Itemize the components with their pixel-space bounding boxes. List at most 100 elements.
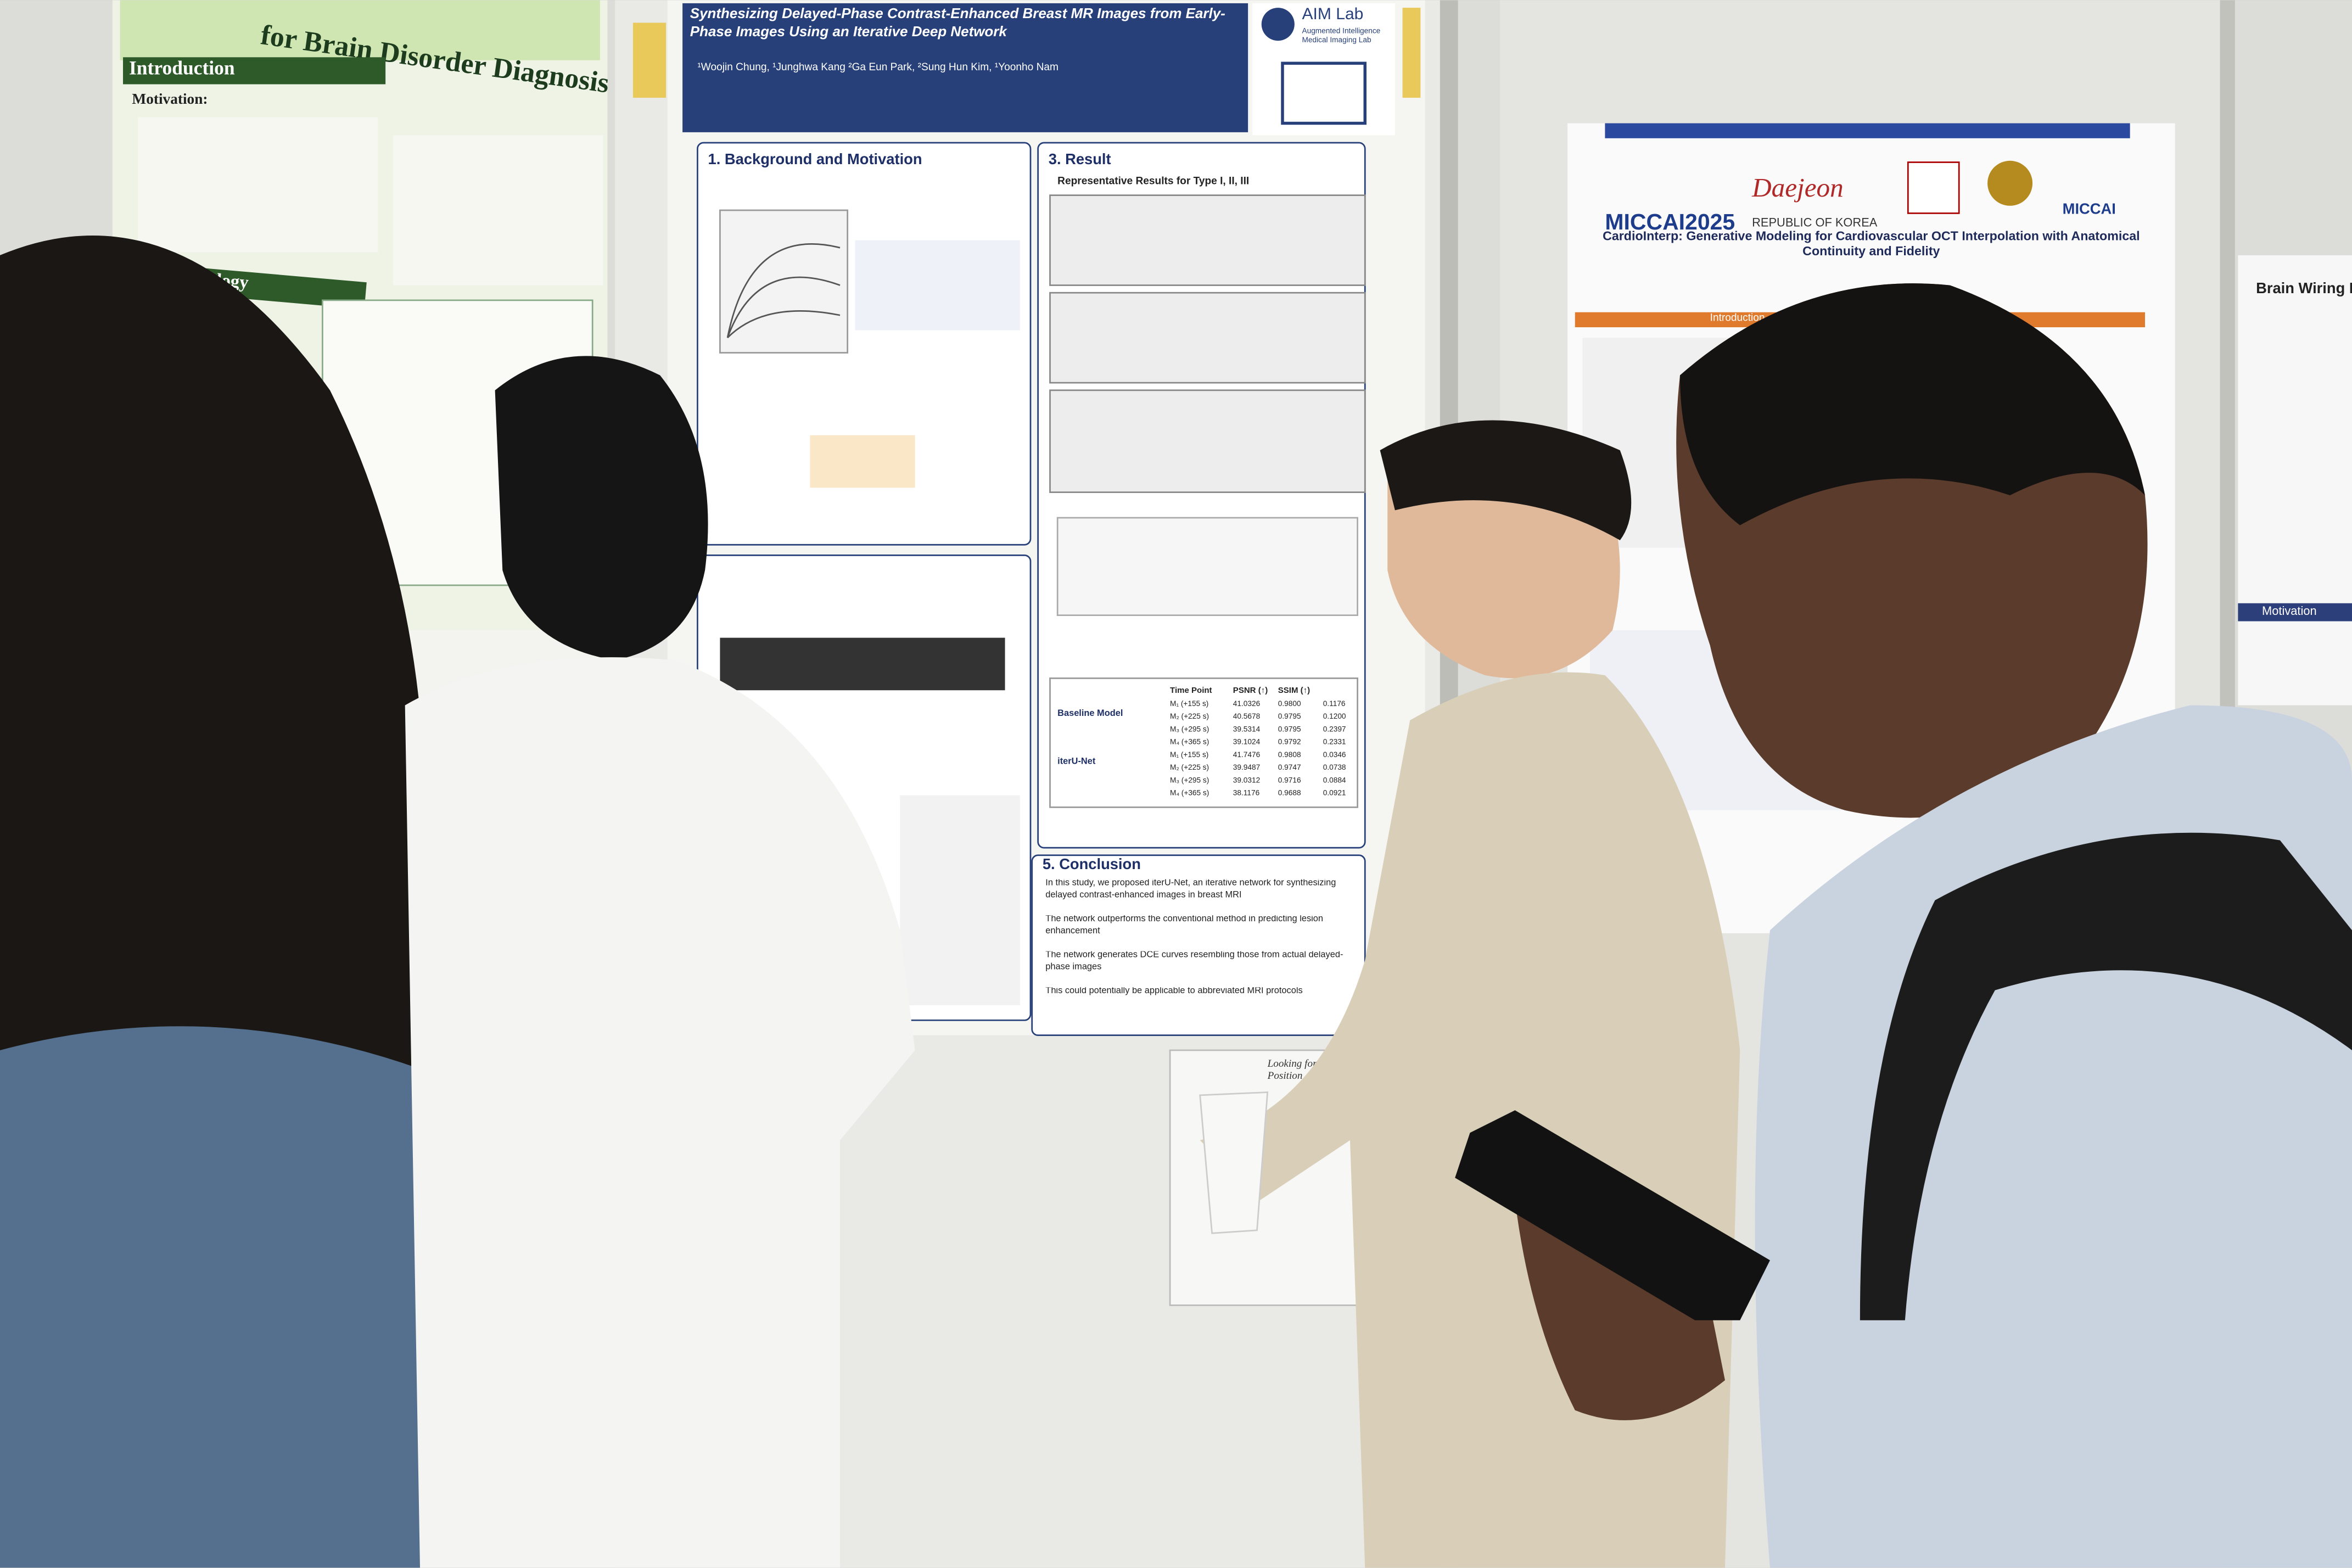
table-cell: 0.9688: [1278, 789, 1301, 797]
table-cell: 0.9747: [1278, 763, 1301, 771]
country: REPUBLIC OF KOREA: [1752, 216, 1878, 229]
authors: ¹Woojin Chung, ¹Junghwa Kang ²Ga Eun Par…: [697, 61, 1059, 73]
table-cell: M₄ (+365 s): [1170, 789, 1209, 797]
table-group: iterU-Net: [1057, 756, 1096, 766]
conclusion-item: In this study, we proposed iterU-Net, an…: [1045, 879, 1336, 900]
conclusion-item: The network generates DCE curves resembl…: [1045, 951, 1343, 972]
table-cell: 0.1200: [1323, 712, 1346, 720]
title-box: CardioInterp: Generative Modeling for Ca…: [1603, 228, 2140, 259]
poster-title: Brain Wiring K: [2256, 279, 2352, 296]
table-cell: 0.9795: [1278, 712, 1301, 720]
logo: [1261, 8, 1295, 41]
table-cell: 0.0346: [1323, 751, 1346, 759]
person-hair: [1380, 420, 1632, 541]
table-cell: 0.9795: [1278, 725, 1301, 733]
conclusion-item: This could potentially be applicable to …: [1045, 987, 1303, 996]
table-cell: 38.1176: [1233, 789, 1259, 797]
section-bar: [123, 57, 386, 85]
table-cell: 39.5314: [1233, 725, 1261, 733]
bullet-box: The network outperforms the conventional…: [1045, 915, 1324, 936]
result-figure: [1049, 292, 1366, 384]
city: Daejeon: [1751, 172, 1844, 203]
university-logo: [1987, 160, 2033, 206]
text-block: [138, 117, 378, 253]
table-header: SSIM (↑): [1278, 686, 1310, 695]
section-title: Introduction: [129, 57, 235, 79]
table-cell: M₂ (+225 s): [1170, 763, 1209, 771]
conclusion-item: The network outperforms the conventional…: [1045, 915, 1324, 936]
table-group: Baseline Model: [1057, 708, 1123, 718]
section-bar: [2238, 603, 2352, 621]
lab-box: Augmented Intelligence Medical Imaging L…: [1302, 27, 1381, 46]
table-cell: M₃ (+295 s): [1170, 725, 1209, 733]
phone: [1455, 1110, 1770, 1320]
bullet-box: In this study, we proposed iterU-Net, an…: [1045, 879, 1336, 900]
subheading: Representative Results for Type I, II, I…: [1057, 176, 1249, 187]
table-header: Time Point: [1170, 686, 1212, 695]
table-cell: 39.0312: [1233, 776, 1260, 784]
table-cell: 0.9716: [1278, 776, 1301, 784]
event-name: MICCAI2025: [1605, 209, 1735, 234]
conclusion-list: In this study, we proposed iterU-Net, an…: [1045, 879, 1343, 996]
table-cell: M₁ (+155 s): [1170, 751, 1208, 759]
bullet-box: This could potentially be applicable to …: [1045, 987, 1303, 996]
poster-title: Synthesizing Delayed-Phase Contrast-Enha…: [690, 6, 1225, 41]
bullet-box: The network generates DCE curves resembl…: [1045, 951, 1343, 972]
section-title: 1. Background and Motivation: [708, 150, 922, 167]
architecture-box: [900, 795, 1020, 1005]
title-box: Synthesizing Delayed-Phase Contrast-Enha…: [690, 6, 1225, 41]
curve: [726, 243, 841, 339]
table-cell: 0.9792: [1278, 738, 1301, 746]
table-cell: M₂ (+225 s): [1170, 712, 1209, 720]
cup: [1199, 1091, 1269, 1234]
backpack-strap: [1860, 832, 2352, 1320]
table-cell: 0.0738: [1323, 763, 1346, 771]
section-title: Motivation: [2262, 604, 2317, 618]
lab-full-name: Augmented Intelligence Medical Imaging L…: [1302, 27, 1381, 46]
poster-stripe: [1605, 123, 2130, 138]
person-hair: [1680, 283, 2145, 525]
legend-box: [855, 240, 1020, 331]
table-cell: 0.9800: [1278, 699, 1301, 708]
poster-title: CardioInterp: Generative Modeling for Ca…: [1603, 228, 2140, 259]
tape: [632, 23, 667, 98]
results-table: Time Point PSNR (↑) SSIM (↑) Baseline Model…: [1049, 677, 1358, 808]
table-cell: 41.7476: [1233, 751, 1260, 759]
table-cell: 0.2397: [1323, 725, 1346, 733]
qr-code: [1907, 161, 1960, 214]
poster-header: [682, 3, 1248, 132]
logo-text: MICCAI: [2063, 200, 2116, 217]
section-title: Introduction: [1710, 312, 1765, 323]
table-cell: 40.5678: [1233, 712, 1260, 720]
table-cell: 41.0326: [1233, 699, 1260, 708]
section-title: 3. Result: [1049, 150, 1111, 167]
text-block: [393, 135, 603, 285]
section-title: 5. Conclusion: [1043, 855, 1141, 872]
table-cell: 0.9808: [1278, 751, 1301, 759]
university-logo: [1281, 61, 1367, 125]
table-cell: M₃ (+295 s): [1170, 776, 1209, 784]
table-cell: 0.1176: [1323, 699, 1346, 708]
image-strip: [720, 637, 1005, 691]
table-cell: M₄ (+365 s): [1170, 738, 1209, 746]
table-cell: 0.0884: [1323, 776, 1346, 784]
text: Motivation:: [132, 91, 208, 107]
tape: [1402, 8, 1421, 98]
table-cell: 0.2331: [1323, 738, 1346, 746]
table-cell: 0.0921: [1323, 789, 1346, 797]
section-panel: [1031, 854, 1366, 1036]
table-bg: [1049, 677, 1358, 808]
result-figure: [1049, 389, 1366, 493]
cartoon: [810, 435, 915, 488]
person-shirt: [405, 657, 915, 1568]
result-figure: [1049, 194, 1366, 286]
table-cell: 39.1024: [1233, 738, 1261, 746]
dce-plots: [1056, 517, 1358, 616]
far-right-poster: [2238, 255, 2352, 705]
table-cell: M₁ (+155 s): [1170, 699, 1208, 708]
person-hair: [495, 356, 708, 660]
lab-name: AIM Lab: [1302, 5, 1363, 23]
table-header: PSNR (↑): [1233, 686, 1268, 695]
